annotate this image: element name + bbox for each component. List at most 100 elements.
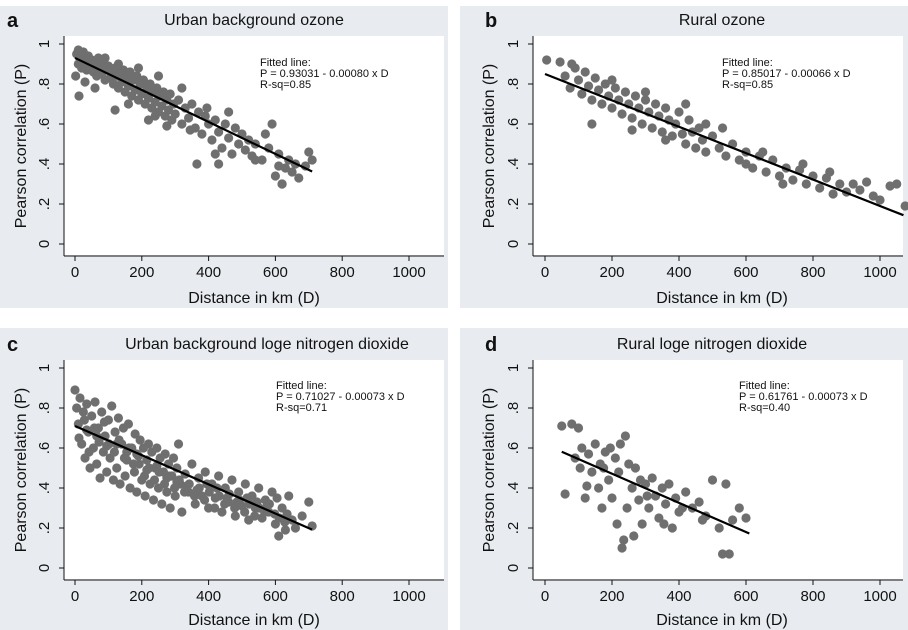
panel-b-point <box>542 55 552 65</box>
panel-c-point <box>134 459 144 469</box>
panel-b-annotation-line-2: P = 0.85017 - 0.00066 x D <box>722 68 851 80</box>
panel-d-y-axis-label: Pearson correlation (P) <box>481 388 498 553</box>
panel-b-y-axis-label: Pearson correlation (P) <box>481 64 498 229</box>
panel-b-point <box>607 75 617 85</box>
panel-b-annotation-line-1: Fitted line: <box>722 57 773 69</box>
panel-a-annotation-line-3: R-sq=0.85 <box>260 79 311 91</box>
panel-a-point <box>202 103 212 113</box>
panel-a-y-tick-label: .4 <box>36 158 53 171</box>
panel-a-point <box>125 67 135 77</box>
panel-d-point <box>659 519 669 529</box>
panel-c-point <box>109 447 120 457</box>
panel-d-y-tick-label: 1 <box>505 364 522 372</box>
panel-d-point <box>590 439 600 449</box>
panel-a-point <box>132 71 142 81</box>
panel-c-annotation-line-3: R-sq=0.71 <box>276 402 327 414</box>
panel-c-y-tick-label: .8 <box>36 402 53 415</box>
panel-b-point <box>587 95 597 105</box>
panel-d-x-tick-label: 600 <box>733 588 758 605</box>
panel-a-point <box>210 149 220 159</box>
panel-b-point <box>748 163 758 173</box>
panel-c-point <box>70 385 80 395</box>
panel-c-y-tick-label: 1 <box>36 364 53 372</box>
panel-b: b Rural ozone 0 200 400 600 800 1000 0 .2 .4 .6 .8… <box>460 6 908 308</box>
panel-a-point <box>74 91 84 101</box>
panel-c-point <box>90 397 100 407</box>
panel-a-point <box>123 99 134 109</box>
panel-d-point <box>694 497 704 507</box>
panel-d-point <box>734 503 744 513</box>
panel-b-point <box>627 113 637 123</box>
panel-c-point <box>143 439 154 449</box>
panel-d-x-tick-label: 800 <box>800 588 825 605</box>
panel-a-point <box>257 155 267 165</box>
panel-b-point <box>594 85 604 95</box>
panel-b-point <box>721 151 731 161</box>
panel-a-point <box>187 99 197 109</box>
panel-a-point <box>193 107 204 117</box>
panel-b-point <box>640 87 651 97</box>
panel-b-x-tick-label: 0 <box>541 264 549 281</box>
panel-d-point <box>577 443 587 453</box>
panel-b-point <box>650 99 661 109</box>
panel-c-point <box>157 499 167 509</box>
panel-d-point <box>728 515 738 525</box>
panel-d-point <box>629 531 639 541</box>
panel-c-point <box>173 439 184 449</box>
panel-c: c Urban background loge nitrogen dioxide… <box>0 328 448 630</box>
panel-c-fitted-line <box>74 424 313 531</box>
panel-a-point <box>260 129 270 139</box>
panel-c-letter: c <box>7 334 18 356</box>
panel-a-point <box>270 171 280 181</box>
panel-c-point <box>110 427 120 437</box>
panel-d-point <box>622 503 632 513</box>
panel-a-point <box>145 79 155 89</box>
panel-b-point <box>828 189 838 199</box>
panel-c-annotation: Fitted line: P = 0.71027 - 0.00073 x D R… <box>276 380 408 414</box>
panel-d-point <box>557 421 567 431</box>
panel-b-point <box>600 79 610 89</box>
panel-d-x-axis-label: Distance in km (D) <box>656 612 788 629</box>
panel-a-point <box>113 59 124 69</box>
panel-d-point <box>741 513 751 523</box>
panel-a-point <box>153 71 164 81</box>
panel-b-point <box>684 115 694 125</box>
panel-a-point <box>240 145 250 155</box>
panel-c-point <box>297 511 307 521</box>
panel-b-point <box>701 147 711 157</box>
panel-b-point <box>567 59 577 69</box>
panel-c-point <box>240 507 250 517</box>
panel-c-point <box>204 487 214 497</box>
panel-d-point <box>607 493 617 503</box>
panel-a-x-tick-label: 800 <box>330 264 355 281</box>
panel-c-y-tick-label: .6 <box>36 442 53 455</box>
panel-a-point <box>224 133 234 143</box>
panel-b-point <box>607 103 617 113</box>
panel-a-point <box>227 149 237 159</box>
panel-a-point <box>210 115 220 125</box>
panel-d-point <box>647 473 657 483</box>
panel-a-point <box>152 83 162 93</box>
panel-b-point <box>681 99 691 109</box>
panel-d-letter: d <box>485 334 497 356</box>
panel-b-point <box>630 91 641 101</box>
panel-c-point <box>129 467 140 477</box>
panel-c-y-axis-label: Pearson correlation (P) <box>13 388 30 553</box>
panel-d-point <box>567 419 577 429</box>
panel-b-point <box>835 179 845 189</box>
panel-c-point <box>274 531 284 541</box>
panel-b-point <box>555 57 565 67</box>
panel-c-point <box>170 491 180 501</box>
panel-b-point <box>892 179 902 189</box>
panel-c-point <box>149 475 160 485</box>
panel-a-point <box>207 135 217 145</box>
panel-c-y-tick-label: .4 <box>36 482 53 495</box>
panel-b-point <box>674 107 684 117</box>
panel-a-fitted-line <box>74 56 313 173</box>
panel-b-point <box>661 103 671 113</box>
panel-b-point <box>875 195 885 205</box>
panel-d-point <box>642 491 652 501</box>
panel-b-point <box>590 73 600 83</box>
panel-a-point <box>133 63 144 73</box>
panel-c-point <box>177 507 187 517</box>
